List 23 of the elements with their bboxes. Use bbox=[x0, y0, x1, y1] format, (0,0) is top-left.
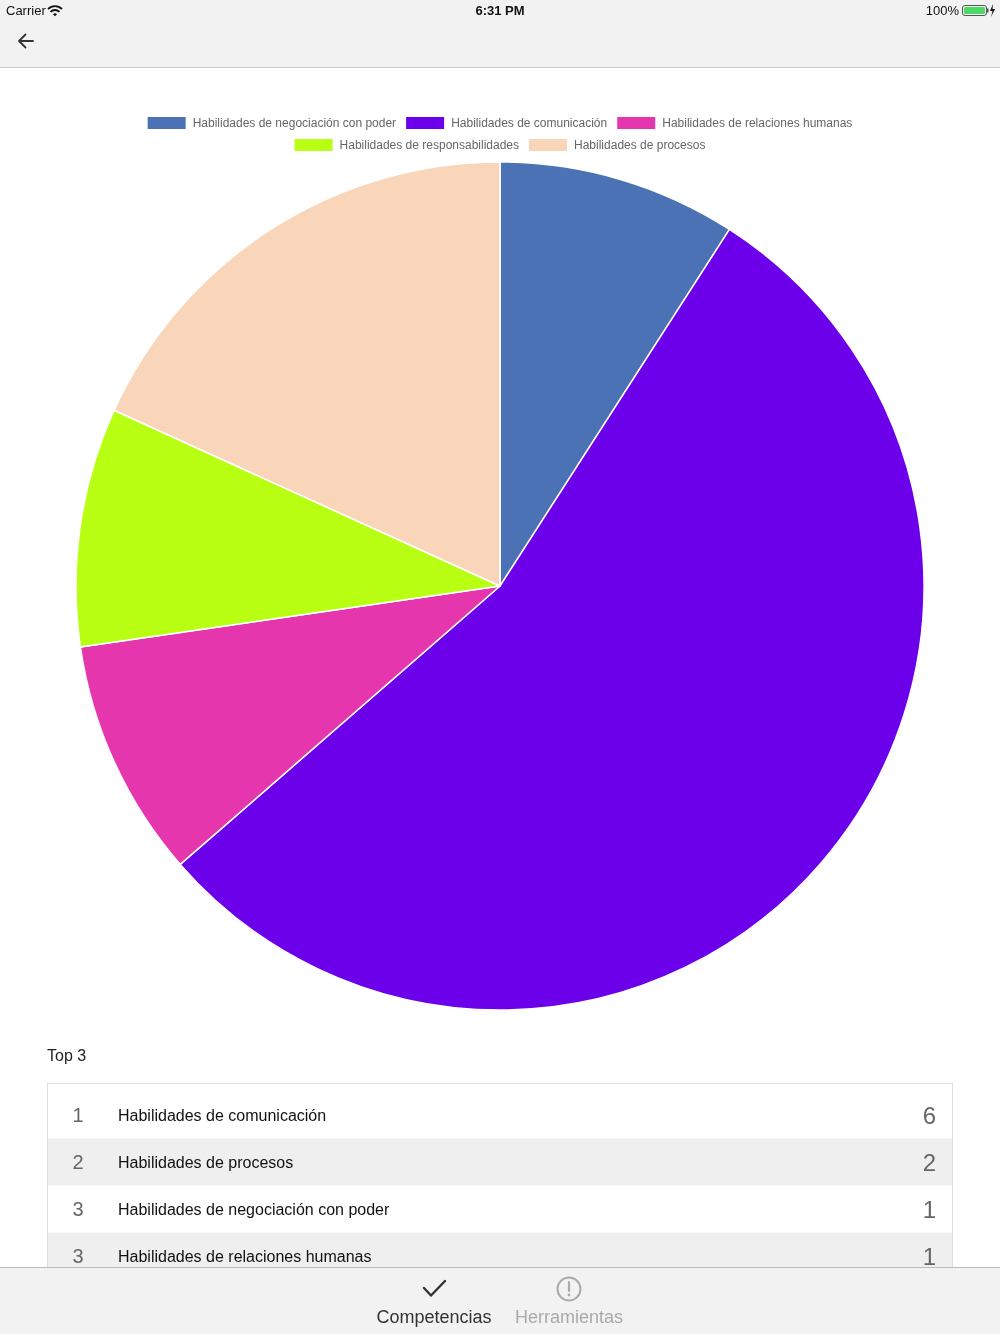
text: Habilidades de negociación con poder bbox=[118, 1200, 390, 1218]
text: Habilidades de comunicación bbox=[118, 1106, 327, 1124]
text: 100% bbox=[925, 3, 960, 18]
text: Habilidades de procesos bbox=[118, 1153, 294, 1171]
legend-label: Habilidades de negociación con poder bbox=[192, 116, 397, 131]
text: Carrier bbox=[6, 3, 47, 18]
legend-label: Habilidades de procesos bbox=[574, 138, 706, 153]
text: Competencias bbox=[376, 1307, 492, 1327]
text: Habilidades de relaciones humanas bbox=[118, 1247, 372, 1265]
text: 2 bbox=[72, 1151, 84, 1174]
text: 3 bbox=[72, 1245, 84, 1268]
text: 2 bbox=[922, 1148, 936, 1176]
legend-label: Habilidades de relaciones humanas bbox=[662, 116, 853, 131]
text: 6:31 PM bbox=[475, 3, 525, 18]
text: Top 3 bbox=[47, 1047, 87, 1064]
text: Herramientas bbox=[514, 1307, 624, 1327]
legend-label: Habilidades de comunicación bbox=[451, 116, 608, 131]
legend-label: Habilidades de responsabilidades bbox=[339, 138, 520, 153]
text: 1 bbox=[72, 1104, 84, 1127]
text: 6 bbox=[922, 1101, 936, 1129]
text: 1 bbox=[922, 1195, 936, 1223]
text: 1 bbox=[922, 1242, 936, 1270]
text: 3 bbox=[72, 1198, 84, 1221]
